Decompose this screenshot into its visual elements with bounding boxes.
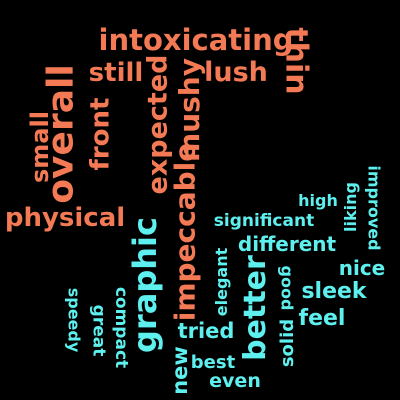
word-good: good [276,265,296,311]
word-thin: thin [279,27,314,95]
word-compact: compact [111,286,132,368]
word-graphic: graphic [126,217,164,353]
word-improved: improved [364,165,384,251]
word-impeccable: impeccable [168,142,201,322]
word-better: better [238,255,273,361]
word-significant: significant [213,210,315,231]
word-solid: solid [277,318,298,368]
word-front: front [85,97,115,171]
word-elegant: elegant [211,247,231,317]
word-high: high [298,191,338,210]
word-feel: feel [298,306,346,331]
word-physical: physical [4,203,126,233]
word-nice: nice [338,256,386,280]
word-liking: liking [341,182,360,232]
word-tried: tried [177,318,235,343]
word-still: still [88,58,144,88]
word-lush: lush [204,56,268,88]
word-different: different [237,232,337,256]
word-new: new [167,345,192,395]
word-sleek: sleek [301,279,367,304]
word-intoxicating: intoxicating [98,22,294,57]
word-small: small [25,111,54,183]
word-best: best [190,352,236,373]
word-even: even [209,369,261,392]
word-great: great [88,304,109,356]
word-speedy: speedy [64,287,83,353]
